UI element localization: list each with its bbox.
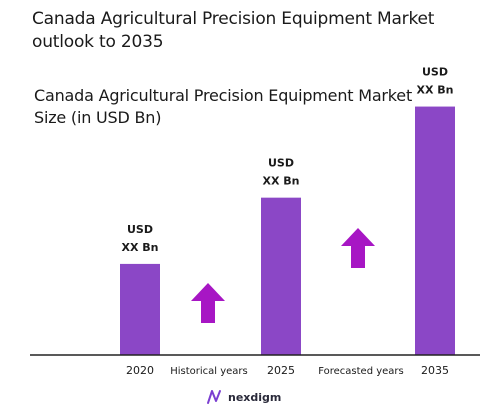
nexdigm-logo-icon (207, 390, 221, 404)
x-tick-label-2035: 2035 (421, 364, 449, 377)
data-label-2025-line-2: XX Bn (262, 175, 299, 188)
chart-title: Canada Agricultural Precision Equipment … (32, 9, 435, 52)
data-label-2035-line-2: XX Bn (416, 84, 453, 97)
bar-2035 (415, 106, 455, 355)
data-label-2035-line-1: USD (422, 66, 448, 79)
growth-arrow-icon-1 (191, 283, 225, 323)
brand-logo: nexdigm (206, 387, 281, 407)
bar-2025 (261, 197, 301, 355)
data-label-2020-line-1: USD (127, 223, 153, 236)
data-label-2020-line-2: XX Bn (121, 241, 158, 254)
bar-2020 (120, 263, 160, 355)
brand-name: nexdigm (228, 390, 282, 404)
x-tick-label-2020: 2020 (126, 364, 154, 377)
data-label-2025-line-1: USD (268, 157, 294, 170)
chart-subtitle: Canada Agricultural Precision Equipment … (34, 86, 413, 127)
period-label-2: Forecasted years (318, 366, 404, 377)
growth-arrow-icon-2 (341, 228, 375, 268)
x-tick-label-2025: 2025 (267, 364, 295, 377)
period-label-1: Historical years (170, 366, 248, 377)
